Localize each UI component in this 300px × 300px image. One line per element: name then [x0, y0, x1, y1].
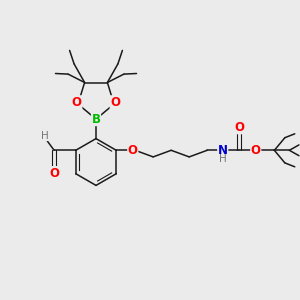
- Text: O: O: [110, 96, 120, 109]
- Text: O: O: [49, 167, 59, 180]
- Text: H: H: [219, 154, 226, 164]
- Text: O: O: [234, 121, 244, 134]
- Text: O: O: [251, 144, 261, 157]
- Text: O: O: [128, 144, 138, 157]
- Text: B: B: [92, 112, 100, 126]
- Text: O: O: [72, 96, 82, 109]
- Text: N: N: [218, 144, 228, 157]
- Text: H: H: [41, 131, 48, 141]
